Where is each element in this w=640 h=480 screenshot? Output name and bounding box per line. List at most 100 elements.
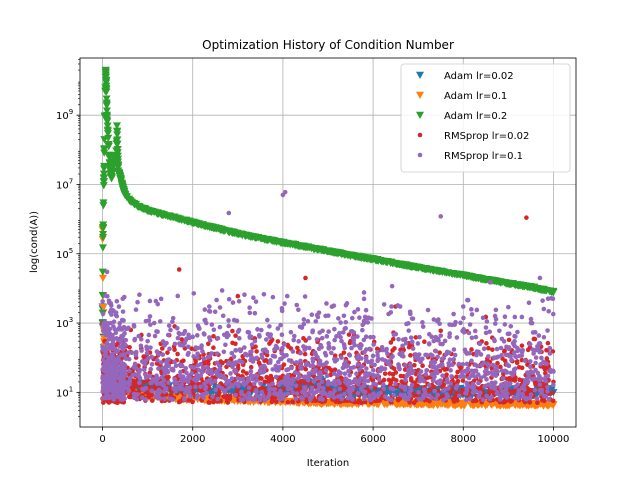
data-point (525, 347, 531, 353)
data-point (211, 327, 217, 333)
data-point (361, 337, 367, 343)
data-point (331, 395, 337, 400)
data-point (435, 392, 441, 398)
data-point (522, 378, 528, 383)
data-point (129, 350, 135, 355)
data-point (132, 361, 138, 367)
data-point (477, 341, 483, 347)
data-point (202, 361, 207, 366)
data-point (202, 307, 208, 312)
data-point (230, 300, 236, 305)
data-point (254, 349, 259, 354)
data-point (301, 317, 307, 322)
data-point (165, 332, 171, 338)
data-point (177, 216, 186, 224)
data-point (200, 365, 206, 370)
data-point (155, 301, 161, 307)
data-point (121, 294, 127, 300)
data-point (156, 366, 161, 371)
data-point (369, 361, 374, 367)
data-point (188, 393, 193, 399)
data-point (279, 306, 285, 311)
data-point (310, 329, 315, 335)
data-point (172, 359, 177, 365)
data-point (360, 327, 365, 333)
data-point (421, 392, 427, 397)
data-point (229, 376, 235, 381)
data-point (148, 345, 153, 350)
data-point (369, 358, 375, 364)
data-point (362, 396, 367, 401)
data-point (179, 378, 184, 383)
data-point (249, 342, 255, 347)
data-point (356, 399, 361, 405)
data-point (365, 320, 371, 325)
data-point (460, 378, 466, 383)
data-point (459, 272, 468, 280)
data-point (355, 253, 364, 261)
data-point (100, 145, 109, 153)
data-point (172, 393, 181, 401)
data-point (250, 376, 255, 382)
data-point (275, 339, 281, 344)
data-point (198, 384, 203, 390)
data-point (314, 337, 320, 342)
data-point (302, 351, 308, 357)
data-point (254, 378, 260, 383)
data-point (210, 394, 215, 399)
data-point (193, 384, 198, 390)
data-point (495, 360, 500, 366)
data-point (406, 328, 412, 333)
data-point (112, 122, 121, 130)
data-point (336, 316, 341, 321)
data-point (368, 384, 374, 390)
data-point (164, 359, 169, 365)
data-point (270, 381, 275, 387)
data-point (314, 389, 319, 395)
data-point (255, 327, 260, 332)
data-point (376, 356, 381, 362)
data-point (211, 224, 220, 233)
data-point (101, 66, 110, 75)
data-point (430, 378, 436, 384)
data-point (410, 346, 416, 351)
data-point (388, 340, 394, 345)
data-point (341, 350, 347, 355)
data-point (286, 358, 292, 363)
data-point (100, 165, 109, 173)
data-point (152, 333, 158, 339)
data-point (492, 313, 498, 319)
data-point (524, 215, 529, 220)
data-point (527, 342, 533, 347)
data-point (179, 337, 185, 342)
data-point (316, 371, 322, 376)
data-point (136, 333, 142, 339)
data-point (273, 363, 279, 369)
data-point (436, 317, 441, 322)
data-point (431, 364, 437, 369)
data-point (288, 329, 294, 335)
data-point (195, 392, 200, 398)
data-point (158, 381, 163, 386)
data-point (332, 248, 341, 257)
data-point (516, 364, 522, 370)
data-point (433, 348, 439, 354)
data-point (105, 154, 114, 162)
data-point (284, 293, 290, 299)
data-point (507, 331, 512, 337)
data-point (413, 335, 419, 340)
data-point (98, 274, 107, 282)
data-point (102, 107, 111, 115)
data-point (386, 311, 391, 317)
data-point (359, 356, 364, 361)
data-point (148, 322, 153, 327)
data-point (385, 351, 390, 357)
data-point (344, 301, 350, 306)
data-point (489, 394, 494, 400)
data-point (188, 364, 194, 370)
data-point (324, 334, 330, 339)
data-point (364, 366, 369, 371)
data-point (390, 336, 396, 342)
data-point (515, 329, 520, 335)
data-point (466, 375, 472, 381)
